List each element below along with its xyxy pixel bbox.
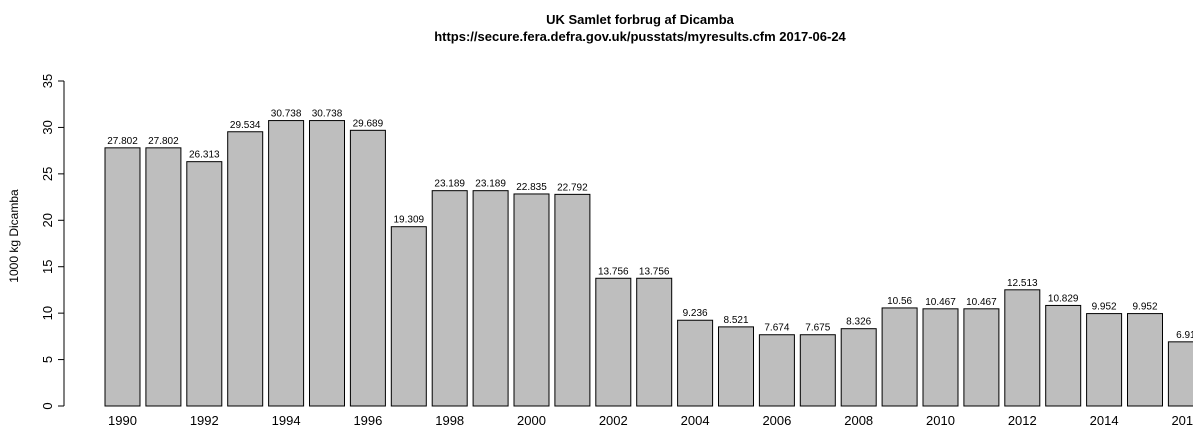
data-label-2012: 12.513: [1007, 278, 1038, 289]
x-tick-label: 1994: [272, 413, 301, 428]
data-label-2002: 13.756: [598, 266, 629, 277]
data-label-2005: 8.521: [723, 315, 748, 326]
bars: [104, 120, 1193, 407]
x-tick-label: 2010: [926, 413, 955, 428]
y-tick-label: 20: [40, 213, 55, 227]
x-tick-label: 2012: [1008, 413, 1037, 428]
bar-2012: [1004, 289, 1041, 407]
bar-1998: [431, 190, 468, 407]
y-tick-label: 35: [40, 74, 55, 88]
data-label-1997: 19.309: [394, 215, 425, 226]
bar-2014: [1086, 313, 1123, 407]
data-label-2001: 22.792: [557, 182, 588, 193]
chart-subtitle: https://secure.fera.defra.gov.uk/pusstat…: [434, 29, 846, 44]
bar-2001: [554, 193, 591, 407]
bar-2002: [595, 277, 632, 407]
chart-title: UK Samlet forbrug af Dicamba: [546, 12, 735, 27]
data-label-2000: 22.835: [516, 182, 547, 193]
y-axis-label: 1000 kg Dicamba: [7, 189, 21, 283]
x-tick-label: 2000: [517, 413, 546, 428]
bar-1997: [390, 226, 427, 407]
x-tick-label: 2014: [1090, 413, 1119, 428]
bar-1991: [145, 147, 182, 407]
bar-1995: [309, 120, 345, 407]
data-label-2007: 7.675: [805, 323, 830, 334]
data-label-2009: 10.56: [887, 296, 912, 307]
bar-2005: [718, 326, 754, 407]
x-tick-label: 2016: [1171, 413, 1193, 428]
bar-2009: [881, 307, 918, 407]
bar-2015: [1127, 313, 1163, 407]
y-tick-label: 0: [40, 402, 55, 409]
x-tick-label: 1998: [435, 413, 464, 428]
bar-2011: [963, 308, 1000, 407]
data-label-1998: 23.189: [434, 179, 465, 190]
bar-2007: [799, 334, 836, 407]
bar-1993: [227, 131, 264, 407]
bar-1996: [349, 129, 386, 407]
x-tick-label: 1996: [353, 413, 382, 428]
bar-2008: [840, 328, 877, 407]
data-label-2004: 9.236: [683, 308, 708, 319]
data-label-2010: 10.467: [925, 297, 956, 308]
x-tick-label: 2002: [599, 413, 628, 428]
bar-2013: [1045, 304, 1082, 407]
x-tick-label: 2008: [844, 413, 873, 428]
data-label-2015: 9.952: [1132, 302, 1157, 313]
bar-2004: [677, 319, 714, 407]
data-label-2003: 13.756: [639, 266, 670, 277]
x-tick-label: 2004: [681, 413, 710, 428]
data-label-2016: 6.91: [1176, 330, 1193, 341]
data-label-1992: 26.313: [189, 150, 220, 161]
x-tick-label: 1990: [108, 413, 137, 428]
bar-2000: [513, 193, 550, 407]
data-label-2013: 10.829: [1048, 293, 1079, 304]
data-label-1993: 29.534: [230, 120, 261, 131]
y-tick-label: 15: [40, 259, 55, 273]
data-label-1995: 30.738: [312, 109, 343, 120]
bar-2010: [922, 308, 959, 407]
y-tick-label: 10: [40, 306, 55, 320]
bar-2006: [758, 334, 795, 407]
data-label-2008: 8.326: [846, 317, 871, 328]
y-tick-label: 30: [40, 120, 55, 134]
data-label-1996: 29.689: [353, 118, 384, 129]
data-label-1991: 27.802: [148, 136, 179, 147]
y-axis: 0 5 10 15 20 25 30 35: [40, 74, 65, 410]
data-label-1990: 27.802: [107, 136, 138, 147]
data-label-1999: 23.189: [475, 179, 506, 190]
bar-1999: [472, 190, 509, 407]
bar-1994: [268, 120, 305, 407]
data-label-2011: 10.467: [966, 297, 997, 308]
y-tick-label: 5: [40, 356, 55, 363]
data-label-2006: 7.674: [764, 323, 789, 334]
bar-1990: [104, 147, 141, 407]
x-axis-ticks: 1990 1992 1994 1996 1998 2000 2002 2004 2006 2008…: [108, 413, 1193, 428]
data-labels: 27.802 27.802 26.313 29.534 30.738 30.738 29.6…: [107, 109, 1193, 341]
y-tick-label: 25: [40, 167, 55, 181]
x-tick-label: 1992: [190, 413, 219, 428]
bar-2003: [636, 277, 673, 407]
data-label-2014: 9.952: [1092, 302, 1117, 313]
x-tick-label: 2006: [762, 413, 791, 428]
bar-2016: [1167, 341, 1193, 407]
bar-1992: [186, 161, 223, 407]
data-label-1994: 30.738: [271, 109, 302, 120]
